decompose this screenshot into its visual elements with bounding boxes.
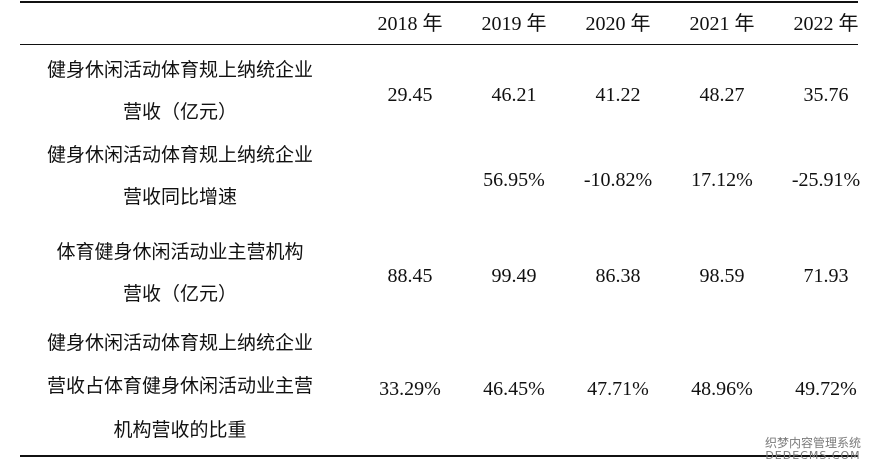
row-1-value-2022: 35.76 xyxy=(803,84,849,106)
row-1-value-2021: 48.27 xyxy=(699,84,745,106)
row-3-value-2019: 99.49 xyxy=(491,265,537,287)
row-2-value-2020: -10.82% xyxy=(583,169,653,191)
data-table: 2018 年 2019 年 2020 年 2021 年 2022 年 健身休闲活… xyxy=(20,0,860,466)
row-4-value-2019: 46.45% xyxy=(483,378,545,400)
row-4-value-2022: 49.72% xyxy=(795,378,857,400)
watermark-line-2: DEDECMS.COM xyxy=(765,449,861,462)
watermark: 织梦内容管理系统 DEDECMS.COM xyxy=(754,436,872,462)
column-header-2019: 2019 年 xyxy=(481,13,547,35)
row-3-value-2022: 71.93 xyxy=(803,265,849,287)
row-3-value-2021: 98.59 xyxy=(699,265,745,287)
row-4-label-line-2: 营收占体育健身休闲活动业主营 xyxy=(46,375,313,397)
row-4-value-2021: 48.96% xyxy=(691,378,753,400)
watermark-line-1: 织梦内容管理系统 xyxy=(764,436,861,450)
row-1-value-2019: 46.21 xyxy=(491,84,537,106)
table-header-rule xyxy=(20,44,858,45)
row-4-value-2020: 47.71% xyxy=(587,378,649,400)
row-4-value-2018: 33.29% xyxy=(379,378,441,400)
row-2-value-2019: 56.95% xyxy=(483,169,545,191)
column-header-2021: 2021 年 xyxy=(689,13,755,35)
row-3-label-line-2: 营收（亿元） xyxy=(122,283,237,305)
row-2-label-line-1: 健身休闲活动体育规上纳统企业 xyxy=(46,144,313,166)
row-3-value-2018: 88.45 xyxy=(387,265,433,287)
row-3-value-2020: 86.38 xyxy=(595,265,641,287)
column-header-2022: 2022 年 xyxy=(793,13,859,35)
row-2-value-2022: -25.91% xyxy=(791,169,861,191)
row-2-value-2021: 17.12% xyxy=(691,169,753,191)
column-header-2018: 2018 年 xyxy=(377,13,443,35)
row-2-label-line-2: 营收同比增速 xyxy=(122,186,237,208)
row-1-value-2018: 29.45 xyxy=(387,84,433,106)
row-4-label-line-3: 机构营收的比重 xyxy=(113,419,247,441)
table-bottom-rule xyxy=(20,455,858,457)
column-header-2020: 2020 年 xyxy=(585,13,651,35)
row-1-value-2020: 41.22 xyxy=(595,84,641,106)
row-1-label-line-2: 营收（亿元） xyxy=(122,101,237,123)
row-1-label-line-1: 健身休闲活动体育规上纳统企业 xyxy=(46,59,313,81)
table-top-rule xyxy=(20,1,858,3)
row-3-label-line-1: 体育健身休闲活动业主营机构 xyxy=(56,241,304,263)
row-4-label-line-1: 健身休闲活动体育规上纳统企业 xyxy=(46,332,313,354)
